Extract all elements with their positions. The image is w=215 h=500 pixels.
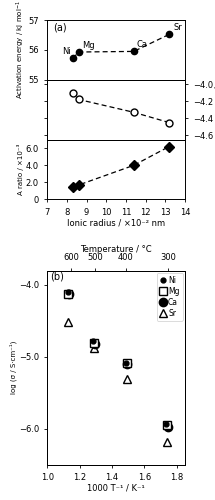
Line: Mg: Mg: [64, 290, 171, 429]
Text: Mg: Mg: [82, 40, 94, 50]
Ni: [66, 289, 69, 295]
Text: Ni: Ni: [62, 47, 71, 56]
Ca: [167, 424, 169, 430]
Line: Ni: Ni: [65, 290, 169, 426]
X-axis label: Ionic radius / ×10⁻² nm: Ionic radius / ×10⁻² nm: [67, 218, 165, 227]
Mg: [93, 340, 95, 345]
Line: Sr: Sr: [64, 318, 171, 446]
Ca: [94, 341, 96, 347]
Text: Ca: Ca: [137, 40, 148, 49]
Ni: [165, 421, 167, 427]
Sr: [93, 346, 95, 352]
Ni: [92, 338, 95, 344]
Text: (a): (a): [53, 23, 67, 33]
Sr: [166, 439, 168, 445]
Y-axis label: A ratio / ×10⁻³: A ratio / ×10⁻³: [17, 144, 24, 196]
Sr: [125, 376, 128, 382]
Line: Ca: Ca: [65, 290, 172, 431]
Mg: [67, 290, 70, 296]
Legend: Ni, Mg, Ca, Sr: Ni, Mg, Ca, Sr: [157, 273, 183, 320]
Sr: [67, 320, 70, 326]
Ca: [126, 361, 129, 367]
Mg: [166, 422, 168, 428]
Ni: [124, 360, 127, 366]
Y-axis label: Activation energy / kJ mol$^{-1}$: Activation energy / kJ mol$^{-1}$: [15, 0, 27, 100]
Text: Sr: Sr: [173, 23, 182, 32]
X-axis label: Temperature / °C: Temperature / °C: [80, 245, 152, 254]
Text: (b): (b): [51, 272, 64, 282]
Ca: [68, 292, 71, 298]
X-axis label: 1000 T⁻¹ / K⁻¹: 1000 T⁻¹ / K⁻¹: [87, 484, 145, 492]
Y-axis label: log (σ / S·cm⁻¹): log (σ / S·cm⁻¹): [10, 341, 17, 394]
Mg: [125, 360, 128, 366]
